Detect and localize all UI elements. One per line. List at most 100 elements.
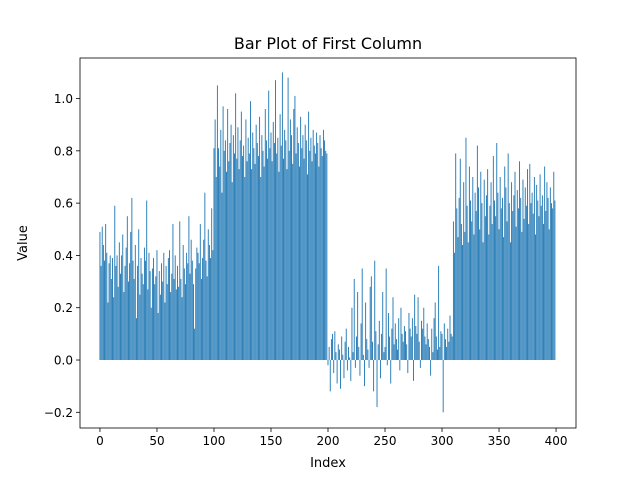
bar <box>180 278 182 361</box>
bar <box>468 166 470 361</box>
bar <box>280 145 282 361</box>
bar <box>158 271 160 361</box>
bar <box>213 148 215 361</box>
bar <box>399 360 401 371</box>
bar <box>367 349 369 361</box>
bar <box>194 328 196 361</box>
bar <box>397 349 399 361</box>
bar <box>262 150 264 361</box>
bar <box>460 224 462 361</box>
bar <box>335 352 337 361</box>
bar <box>202 258 204 361</box>
bar <box>421 320 422 361</box>
bar <box>253 148 255 361</box>
bar <box>256 142 258 361</box>
bar <box>361 268 363 361</box>
bar <box>101 226 103 361</box>
x-tick-label: 350 <box>488 434 511 448</box>
bar <box>145 260 147 361</box>
bar <box>197 252 199 361</box>
bar <box>351 307 353 361</box>
bar <box>236 158 238 361</box>
bar <box>188 216 190 361</box>
bar <box>552 208 554 361</box>
bar <box>386 360 388 366</box>
bar <box>362 354 364 361</box>
bar <box>486 195 487 361</box>
bar <box>472 176 474 361</box>
bar <box>200 278 202 361</box>
bar <box>498 229 500 361</box>
bar <box>490 182 492 361</box>
bar <box>480 171 482 361</box>
bar <box>387 312 389 361</box>
bar <box>289 119 291 361</box>
bar <box>211 208 213 361</box>
bar <box>259 116 261 361</box>
bar <box>271 161 273 361</box>
bar <box>279 114 281 361</box>
bar <box>348 346 349 361</box>
bar <box>234 153 235 361</box>
bar <box>283 158 284 361</box>
bar <box>285 140 287 361</box>
bar <box>357 292 359 361</box>
bar <box>301 148 303 361</box>
bar <box>317 142 319 361</box>
bar <box>512 210 514 361</box>
bar <box>451 336 453 361</box>
bar <box>425 344 427 361</box>
bar <box>254 163 256 361</box>
bar <box>358 346 360 361</box>
bar <box>411 318 413 361</box>
bar <box>129 263 131 361</box>
bar <box>511 182 513 361</box>
bar <box>544 166 546 361</box>
bar <box>231 182 233 361</box>
bar <box>177 265 178 361</box>
bar <box>369 286 371 361</box>
bar <box>114 205 116 361</box>
bar <box>441 333 443 361</box>
bar <box>124 265 126 361</box>
bar <box>448 341 450 361</box>
bar <box>297 142 299 361</box>
bar <box>433 318 435 361</box>
bar <box>374 260 376 361</box>
x-axis-ticks: 0 50 100 150 200 250 300 350 400 <box>96 428 567 448</box>
y-axis-ticks: −0.2 0.0 0.2 0.4 0.6 0.8 1.0 <box>44 92 80 420</box>
bar <box>553 171 555 361</box>
bar <box>288 150 290 361</box>
bar <box>334 331 336 361</box>
bar <box>506 221 508 361</box>
bar <box>190 239 192 361</box>
bar <box>389 336 391 361</box>
bar <box>340 360 341 389</box>
bar <box>398 318 400 361</box>
bar <box>321 156 323 361</box>
bar <box>409 328 411 361</box>
bar <box>400 307 402 361</box>
bar <box>320 148 322 361</box>
bar <box>105 224 107 361</box>
bar <box>392 297 394 361</box>
bar <box>424 336 426 361</box>
bar <box>401 333 403 361</box>
bar <box>516 190 518 361</box>
y-tick-label: 0.8 <box>54 144 73 158</box>
bar <box>299 166 300 361</box>
bar <box>238 169 240 361</box>
bar <box>267 158 269 361</box>
bar <box>149 271 151 361</box>
bar <box>375 331 377 361</box>
bar <box>523 218 525 361</box>
bar <box>222 106 224 361</box>
bar <box>540 205 542 361</box>
bar <box>514 171 516 361</box>
bar <box>413 360 414 381</box>
bar <box>240 111 242 361</box>
bar <box>368 360 370 368</box>
bar <box>531 192 533 361</box>
bar <box>538 216 540 361</box>
